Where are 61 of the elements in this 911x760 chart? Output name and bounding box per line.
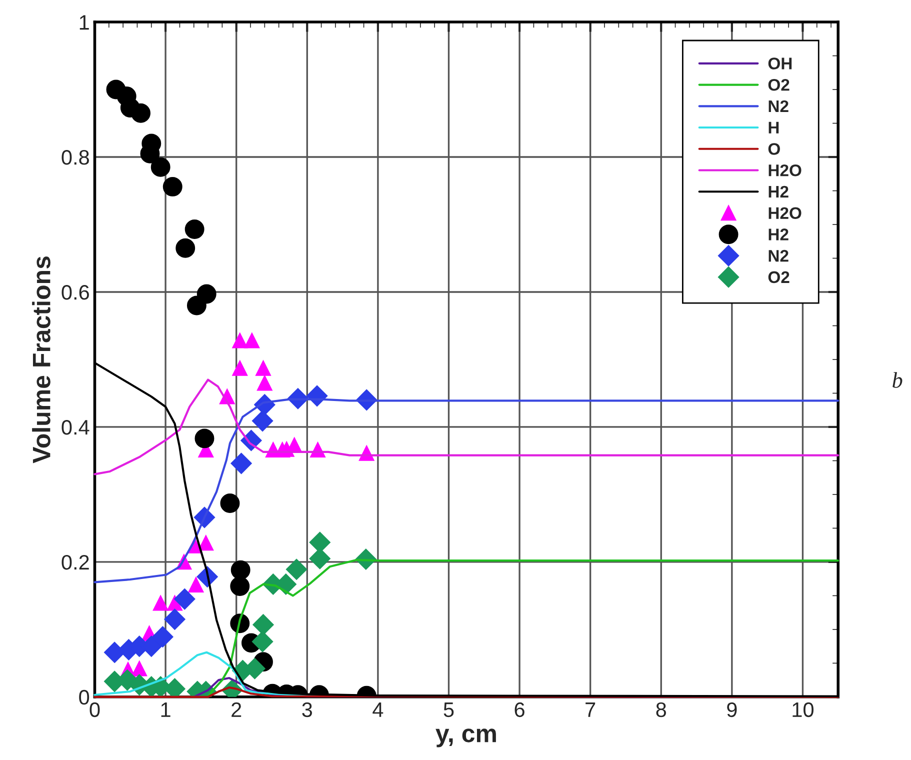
y-tick-label: 1: [80, 15, 89, 30]
y-axis-title: Volume Fractions: [32, 256, 50, 464]
legend-label: H2O: [768, 164, 802, 176]
point: [257, 375, 272, 391]
point: [252, 631, 274, 652]
y-tick-label: 0.8: [62, 150, 89, 165]
point: [252, 410, 274, 432]
y-tick-label: 0.4: [62, 420, 90, 435]
point: [174, 588, 196, 610]
point: [176, 238, 196, 258]
point: [167, 595, 182, 611]
legend-label: H2: [768, 228, 788, 240]
point: [198, 535, 214, 551]
y-tick-label: 0.6: [62, 284, 89, 300]
point: [220, 494, 240, 513]
point: [232, 360, 248, 376]
point: [184, 220, 204, 239]
point: [244, 332, 260, 348]
point: [132, 660, 147, 676]
legend-label: OH: [768, 58, 792, 70]
legend-label: O2: [768, 78, 790, 91]
legend-label: H2O: [768, 207, 802, 219]
point: [194, 428, 214, 448]
legend-label: H2: [768, 186, 788, 198]
point: [152, 626, 174, 648]
y-tick-label: 0.2: [62, 554, 89, 570]
y-tick-label: 0: [79, 690, 90, 705]
point: [188, 577, 204, 593]
text: b: [892, 372, 902, 388]
legend-label: H: [768, 122, 779, 134]
x-tick-label: 8: [656, 702, 666, 718]
x-tick-label: 4: [372, 702, 384, 717]
x-tick-label: 2: [232, 702, 242, 717]
point: [286, 558, 308, 580]
point: [230, 452, 252, 474]
point: [131, 103, 150, 123]
point: [230, 576, 250, 596]
point: [150, 157, 170, 177]
legend-label: N2: [768, 250, 788, 262]
point: [230, 560, 250, 580]
point: [196, 284, 216, 304]
x-tick-label: 0: [90, 702, 100, 718]
legend-label: O2: [768, 271, 790, 284]
line-series: [94, 378, 840, 476]
legend-label: O: [768, 143, 780, 155]
x-tick-label: 7: [586, 702, 596, 717]
x-tick-label: 10: [792, 702, 814, 718]
x-tick-label: 6: [514, 702, 524, 718]
x-tick-label: 5: [444, 702, 454, 718]
x-axis-title: y, cm: [436, 728, 496, 748]
point: [256, 360, 271, 376]
x-tick-label: 1: [161, 702, 170, 717]
x-tick-label: 9: [727, 702, 737, 718]
point: [232, 332, 248, 348]
point: [164, 608, 186, 630]
point: [309, 548, 330, 570]
point: [252, 614, 274, 636]
x-tick-label: 3: [302, 702, 312, 718]
legend-label: N2: [768, 100, 788, 112]
point: [152, 595, 168, 611]
point: [162, 176, 182, 196]
